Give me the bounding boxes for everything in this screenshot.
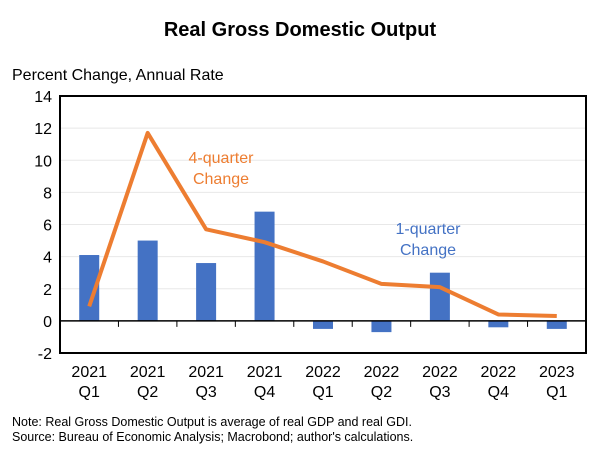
legend-1-quarter-line1: 1-quarter xyxy=(396,221,462,238)
chart-title: Real Gross Domestic Output xyxy=(164,19,437,41)
x-tick-quarter: Q2 xyxy=(137,384,158,401)
x-tick-year: 2022 xyxy=(422,364,458,381)
note-text: Note: Real Gross Domestic Output is aver… xyxy=(12,415,412,429)
y-tick-label: 2 xyxy=(43,282,52,299)
plot-frame xyxy=(59,95,587,354)
y-tick-label: 14 xyxy=(34,89,52,106)
y-tick-label: 6 xyxy=(43,218,52,235)
y-tick-label: 12 xyxy=(34,121,52,138)
x-tick-quarter: Q1 xyxy=(79,384,100,401)
bar xyxy=(546,320,567,329)
x-tick-year: 2021 xyxy=(247,364,283,381)
y-tick-label: 8 xyxy=(43,185,52,202)
x-tick-year: 2022 xyxy=(364,364,400,381)
legend-1-quarter-line2: Change xyxy=(400,242,456,259)
bar xyxy=(488,320,509,328)
x-tick-year: 2022 xyxy=(481,364,517,381)
y-tick-label: 0 xyxy=(43,314,52,331)
bar xyxy=(254,211,275,321)
bar xyxy=(313,320,333,329)
x-tick-year: 2023 xyxy=(539,364,575,381)
x-tick-year: 2022 xyxy=(305,364,341,381)
bar xyxy=(137,240,158,321)
legend-4-quarter-line2: Change xyxy=(193,171,249,188)
source-text: Source: Bureau of Economic Analysis; Mac… xyxy=(12,430,413,444)
bar xyxy=(79,255,100,321)
x-tick-quarter: Q2 xyxy=(371,384,392,401)
x-tick-quarter: Q3 xyxy=(429,384,450,401)
x-tick-year: 2021 xyxy=(188,364,224,381)
y-axis-label: Percent Change, Annual Rate xyxy=(12,67,224,84)
legend-4-quarter-line1: 4-quarter xyxy=(189,150,255,167)
x-tick-year: 2021 xyxy=(71,364,107,381)
bar xyxy=(196,263,217,321)
x-tick-year: 2021 xyxy=(130,364,166,381)
x-tick-quarter: Q1 xyxy=(546,384,567,401)
x-tick-quarter: Q1 xyxy=(312,384,333,401)
bar xyxy=(371,320,392,333)
x-tick-quarter: Q4 xyxy=(254,384,275,401)
bar xyxy=(429,272,450,321)
x-tick-quarter: Q3 xyxy=(195,384,216,401)
y-tick-label: 10 xyxy=(34,153,52,170)
x-tick-quarter: Q4 xyxy=(488,384,509,401)
y-tick-label: -2 xyxy=(38,346,52,363)
y-tick-label: 4 xyxy=(43,250,52,267)
